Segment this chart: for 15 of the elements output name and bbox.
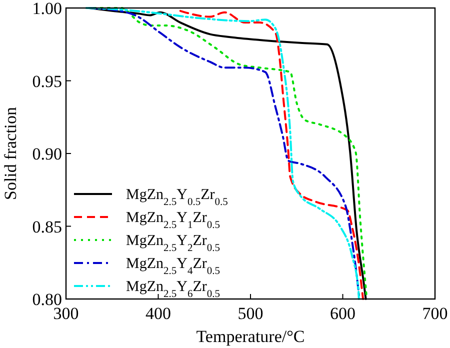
y-tick-label: 0.85 <box>32 217 62 236</box>
legend-label: MgZn$_{2.5}$Y$_{2}$Zr$_{0.5}$ <box>126 233 220 254</box>
x-axis-title: Temperature/°C <box>196 327 305 346</box>
legend-label: MgZn$_{2.5}$Y$_{0.5}$Zr$_{0.5}$ <box>126 187 228 208</box>
y-tick-label: 0.95 <box>32 72 62 91</box>
x-tick-label: 400 <box>146 304 171 323</box>
legend-label: MgZn$_{2.5}$Y$_{1}$Zr$_{0.5}$ <box>126 210 220 230</box>
y-axis-title: Solid fraction <box>1 106 20 200</box>
y-tick-label: 0.90 <box>32 144 62 164</box>
x-tick-label: 600 <box>330 304 356 323</box>
y-tick-label: 1.00 <box>32 0 62 18</box>
legend-label: MgZn$_{2.5}$Y$_{6}$Zr$_{0.5}$ <box>126 279 220 300</box>
x-tick-label: 700 <box>422 304 448 323</box>
legend-label: MgZn$_{2.5}$Y$_{4}$Zr$_{0.5}$ <box>126 256 220 276</box>
x-tick-label: 500 <box>238 304 264 323</box>
